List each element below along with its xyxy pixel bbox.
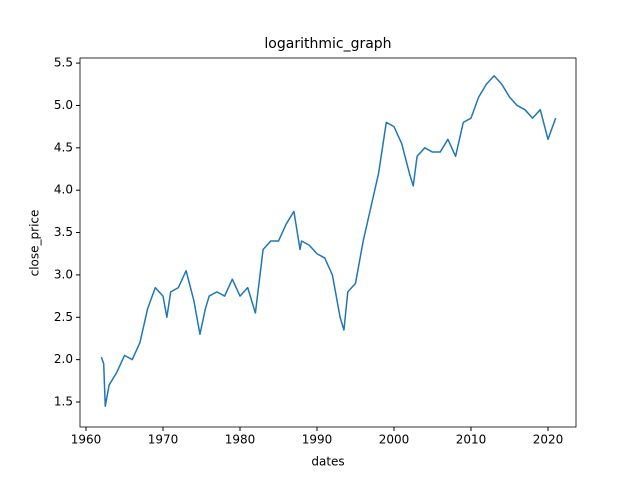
y-tick-label: 4.0	[54, 183, 73, 197]
plot-frame	[79, 57, 577, 428]
chart-title: logarithmic_graph	[264, 36, 391, 52]
y-tick-label: 1.5	[54, 395, 73, 409]
y-tick-label: 5.0	[54, 98, 73, 112]
y-tick-label: 4.5	[54, 140, 73, 154]
x-tick-label: 1990	[302, 433, 333, 447]
y-tick-label: 2.5	[54, 310, 73, 324]
x-tick-label: 2000	[379, 433, 410, 447]
x-tick-label: 2010	[456, 433, 487, 447]
y-tick-label: 2.0	[54, 352, 73, 366]
line	[100, 75, 557, 407]
y-axis-label: close_price	[28, 210, 42, 277]
y-tick-label: 3.5	[54, 225, 73, 239]
x-tick-label: 2020	[533, 433, 564, 447]
y-tick-label: 3.0	[54, 267, 73, 281]
y-tick-label: 5.5	[54, 56, 73, 70]
x-tick-label: 1980	[225, 433, 256, 447]
x-tick-label: 1960	[71, 433, 102, 447]
x-axis-label: dates	[311, 455, 344, 469]
x-tick-label: 1970	[148, 433, 179, 447]
